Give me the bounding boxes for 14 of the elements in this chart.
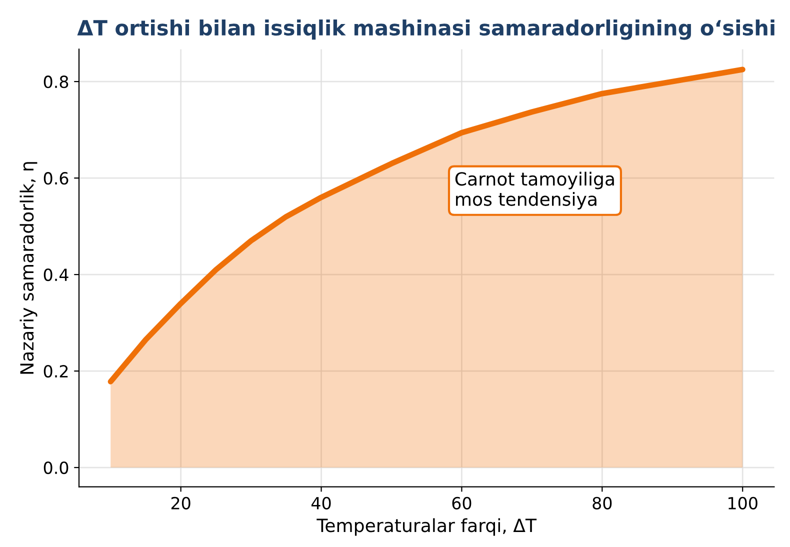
x-tick-label: 80 bbox=[592, 496, 612, 510]
x-tick-label: 40 bbox=[311, 496, 331, 510]
y-tick-label: 0.8 bbox=[44, 76, 68, 88]
y-tick-label: 0.0 bbox=[44, 461, 68, 474]
x-tick-label: 60 bbox=[452, 496, 472, 510]
y-tick-label: 0.6 bbox=[44, 172, 68, 185]
x-tick-label: 100 bbox=[728, 496, 758, 510]
y-tick-label: 0.2 bbox=[44, 365, 68, 378]
annotation: Carnot tamoyiliga mos tendensiya bbox=[455, 172, 614, 210]
x-axis-title: Temperaturalar farqi, ΔT bbox=[316, 518, 537, 536]
y-tick-label: 0.4 bbox=[44, 268, 68, 282]
chart-title: ΔT ortishi bilan issiqlik mashinasi samaradorligining o‘sishi bbox=[77, 20, 774, 40]
x-tick-label: 20 bbox=[171, 496, 190, 510]
y-axis-title: Nazariy samaradorlik, η bbox=[20, 162, 38, 374]
